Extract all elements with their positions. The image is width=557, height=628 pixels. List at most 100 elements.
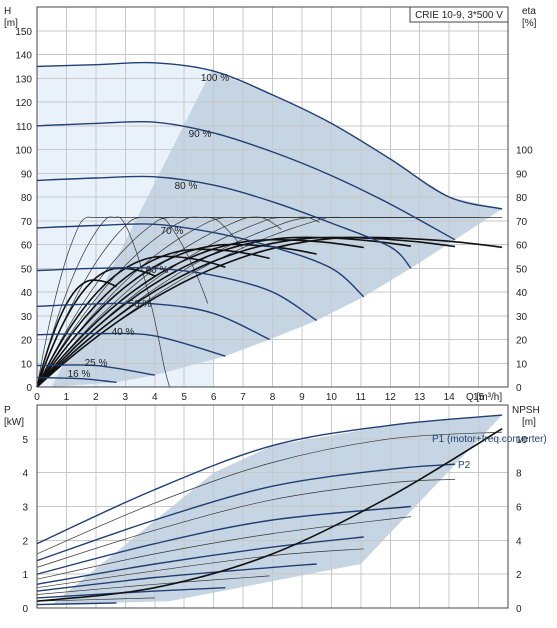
q-tick-label: 7 (240, 392, 246, 403)
q-tick-label: 5 (181, 392, 187, 403)
p-axis-label: P (4, 405, 11, 416)
q-tick-label: 14 (444, 392, 456, 403)
speed-curve-label: 40 % (112, 327, 135, 338)
h-tick-label: 120 (15, 98, 32, 109)
p2-label: P2 (458, 460, 471, 471)
h-tick-label: 60 (21, 241, 33, 252)
h-tick-label: 50 (21, 264, 33, 275)
npsh-axis-unit: [m] (522, 417, 536, 428)
p-tick-label: 1 (22, 570, 28, 581)
chart-title-box: CRIE 10-9, 3*500 V (409, 6, 509, 23)
efficiency-curve-bold (36, 279, 117, 388)
speed-curve (36, 175, 412, 269)
speed-curve (36, 302, 270, 341)
npsh-tick-label: 4 (516, 536, 522, 547)
efficiency-curve-bold (36, 236, 503, 388)
top-axes-frame (36, 6, 509, 388)
title-box-frame (409, 6, 509, 23)
q-tick-label: 6 (211, 392, 217, 403)
efficiency-curve-bold (36, 236, 456, 388)
npsh-curve (36, 428, 503, 602)
h-tick-label: 150 (15, 27, 32, 38)
npsh-axis-label: NPSH (512, 405, 540, 416)
power-curve (36, 516, 411, 580)
eta-tick-label: 40 (516, 288, 528, 299)
q-tick-label: 11 (356, 392, 367, 403)
speed-curve-label: 60 % (146, 265, 169, 276)
power-curve (36, 479, 456, 568)
eta-tick-label: 60 (516, 241, 528, 252)
q-tick-label: 9 (299, 392, 305, 403)
bottom-axes-frame (36, 404, 509, 609)
eta-tick-label: 90 (516, 169, 528, 180)
q-tick-label: 8 (270, 392, 276, 403)
speed-curve (36, 376, 117, 383)
q-tick-label: 2 (93, 392, 99, 403)
power-npsh-panel: 0 1 2 3 4 5 0 2 4 6 8 10 P[kW] NPSH[m] P1 (motor+freq.… (4, 404, 547, 615)
speed-curve-label: 25 % (85, 358, 108, 369)
power-curve (36, 431, 503, 555)
q-tick-label: 12 (385, 392, 397, 403)
h-tick-label: 140 (15, 51, 32, 62)
eta-tick-label: 80 (516, 193, 528, 204)
p-tick-label: 5 (22, 435, 28, 446)
h-tick-label: 90 (21, 169, 33, 180)
p-axis-unit: [kW] (4, 417, 24, 428)
speed-curve (36, 266, 318, 322)
eta-tick-label: 100 (516, 146, 533, 157)
power-curve (36, 602, 117, 606)
power-operating-area (51, 415, 503, 605)
q-tick-label: 1 (64, 392, 70, 403)
speed-curve-label: 90 % (189, 129, 212, 140)
h-tick-label: 0 (26, 383, 32, 394)
p-tick-label: 0 (22, 604, 28, 615)
efficiency-curve-thin (36, 216, 209, 388)
power-curve (36, 548, 364, 589)
eta-tick-label: 10 (516, 359, 528, 370)
power-curve (36, 587, 226, 599)
h-tick-label: 100 (15, 146, 32, 157)
h-tick-label: 70 (21, 217, 33, 228)
power-curve (36, 414, 503, 545)
q-tick-label: 4 (152, 392, 158, 403)
h-axis-unit: [m] (4, 18, 18, 29)
q-axis-label: Q [m³/h] (466, 392, 502, 403)
h-tick-label: 130 (15, 74, 32, 85)
efficiency-curve-bold (36, 248, 270, 388)
eta-axis-label: eta (522, 6, 536, 17)
speed-curve-label: 80 % (175, 181, 198, 192)
eta-axis-unit: [%] (522, 18, 537, 29)
eta-tick-label: 0 (516, 383, 522, 394)
h-tick-label: 20 (21, 336, 33, 347)
npsh-tick-label: 0 (516, 604, 522, 615)
npsh-tick-label: 6 (516, 503, 522, 514)
power-curve (36, 536, 364, 585)
eta-tick-label: 30 (516, 312, 528, 323)
eta-tick-label: 50 (516, 264, 528, 275)
q-tick-label: 10 (326, 392, 338, 403)
h-axis-label: H (4, 6, 11, 17)
power-curve (36, 505, 411, 575)
efficiency-curve-bold (36, 267, 156, 388)
h-tick-label: 10 (21, 359, 33, 370)
p-tick-label: 3 (22, 503, 28, 514)
speed-curve-label: 70 % (161, 226, 184, 237)
npsh-tick-label: 10 (516, 435, 528, 446)
speed-curve (36, 61, 503, 210)
efficiency-curve-thin (36, 216, 170, 388)
eta-tick-label: 70 (516, 217, 528, 228)
q-tick-label: 0 (34, 392, 40, 403)
speed-curve (36, 120, 456, 241)
q-tick-label: 15 (473, 392, 485, 403)
h-tick-label: 80 (21, 193, 33, 204)
power-curve (36, 563, 317, 592)
h-tick-label: 30 (21, 312, 33, 323)
eta-tick-label: 20 (516, 336, 528, 347)
npsh-tick-label: 2 (516, 570, 522, 581)
speed-curve-label: 100 % (201, 73, 229, 84)
q-tick-label: 3 (123, 392, 129, 403)
p-tick-label: 4 (22, 469, 28, 480)
speed-curve (36, 332, 226, 357)
efficiency-curve-bold (36, 238, 364, 388)
